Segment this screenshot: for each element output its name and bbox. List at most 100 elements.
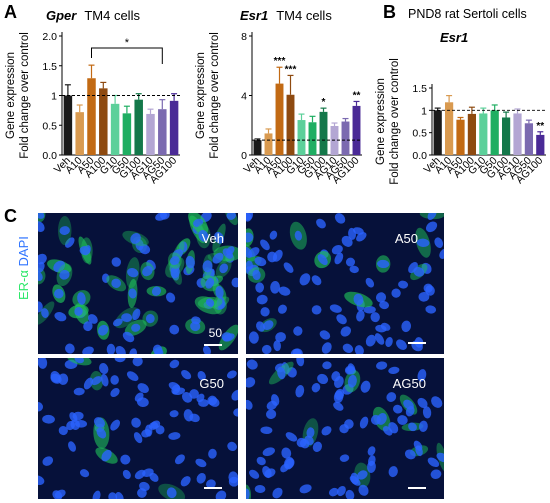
nucleus <box>356 310 365 322</box>
nucleus <box>114 358 126 363</box>
nucleus <box>193 218 204 227</box>
y-tick-label: 0.5 <box>412 128 427 140</box>
nucleus <box>333 401 344 411</box>
nucleus <box>205 277 215 289</box>
stain-er-alpha: ER-α <box>16 270 31 300</box>
nucleus <box>205 298 215 307</box>
nucleus <box>391 288 401 298</box>
nucleus <box>141 429 152 438</box>
nucleus <box>417 369 427 382</box>
bar-a10 <box>444 102 454 155</box>
nucleus <box>365 277 375 288</box>
nucleus <box>265 409 277 420</box>
nucleus <box>110 375 119 385</box>
stain-legend: ER-α DAPI <box>16 236 31 300</box>
nucleus <box>396 339 407 350</box>
nucleus <box>321 342 332 354</box>
y-axis-label: Gene expression <box>195 52 207 139</box>
bar-veh <box>253 140 262 155</box>
y-tick-label: 1.5 <box>42 61 57 73</box>
bar-a10 <box>75 112 84 155</box>
nucleus <box>53 260 66 273</box>
nucleus <box>388 466 398 478</box>
panel-letter-c: C <box>4 206 17 226</box>
nucleus <box>111 257 122 267</box>
nucleus <box>219 263 229 274</box>
nucleus <box>38 358 48 369</box>
nucleus <box>228 471 238 484</box>
nucleus <box>42 414 55 424</box>
nucleus <box>423 283 433 293</box>
chart-title-gene: Esr1 <box>440 30 468 45</box>
y-tick-label: 0.0 <box>42 150 57 162</box>
nucleus <box>136 397 149 408</box>
nucleus <box>38 253 47 265</box>
nucleus <box>108 492 118 499</box>
nucleus <box>358 484 369 496</box>
significance-bracket-label: * <box>125 37 130 49</box>
nucleus <box>328 487 339 497</box>
significance-stars: *** <box>274 56 286 67</box>
bar-veh <box>63 95 73 155</box>
nucleus <box>319 330 331 340</box>
nucleus <box>354 345 364 354</box>
nucleus <box>334 252 344 265</box>
nucleus <box>266 400 278 411</box>
nucleus <box>339 424 349 434</box>
bar-g10 <box>297 120 306 155</box>
nucleus <box>202 345 211 354</box>
nucleus <box>83 377 94 390</box>
nucleus <box>202 260 213 273</box>
nucleus <box>115 346 126 354</box>
nucleus <box>82 346 94 354</box>
nucleus <box>267 251 278 263</box>
nucleus <box>52 490 63 499</box>
micrograph-ag50: AG50 <box>246 358 444 499</box>
nucleus <box>379 301 390 310</box>
bar-g10 <box>110 103 120 155</box>
nucleus <box>248 247 260 258</box>
nucleus <box>370 414 381 425</box>
stain-dapi: DAPI <box>16 236 31 267</box>
nucleus <box>155 425 165 435</box>
bar-ag100 <box>169 100 179 155</box>
nucleus <box>106 343 116 354</box>
nucleus <box>353 293 364 306</box>
nucleus <box>96 427 107 439</box>
nucleus <box>375 324 387 333</box>
significance-stars: *** <box>285 64 297 75</box>
y-tick-label: 1 <box>421 105 427 117</box>
chart-title-gene: Gper <box>46 8 77 23</box>
nucleus <box>73 387 85 396</box>
nucleus <box>50 371 61 383</box>
nucleus <box>189 389 199 399</box>
nucleus <box>294 230 303 241</box>
bar-ag50 <box>158 109 167 155</box>
nucleus <box>404 449 416 460</box>
y-tick-label: 0.0 <box>412 150 427 162</box>
nucleus <box>425 305 437 314</box>
nucleus <box>195 458 207 468</box>
chart-esr1-tm4: Esr1 TM4 cells Gene expression Fold change … <box>195 8 362 186</box>
nucleus <box>416 238 430 247</box>
bar-g10 <box>479 113 488 155</box>
nucleus <box>139 481 150 492</box>
nucleus <box>246 488 250 499</box>
nucleus <box>260 426 273 434</box>
nucleus <box>348 227 357 240</box>
nucleus <box>133 432 143 444</box>
nucleus <box>401 320 412 333</box>
bar-a100 <box>99 88 108 155</box>
nucleus <box>356 232 367 242</box>
nucleus <box>331 244 343 255</box>
nucleus <box>264 468 276 478</box>
nucleus <box>93 417 105 428</box>
nucleus <box>345 257 356 267</box>
nucleus <box>317 373 329 385</box>
nucleus <box>256 456 266 466</box>
nucleus <box>272 487 283 499</box>
nucleus <box>83 321 93 332</box>
nucleus <box>196 472 206 484</box>
nucleus <box>221 332 232 342</box>
nucleus <box>130 233 141 244</box>
